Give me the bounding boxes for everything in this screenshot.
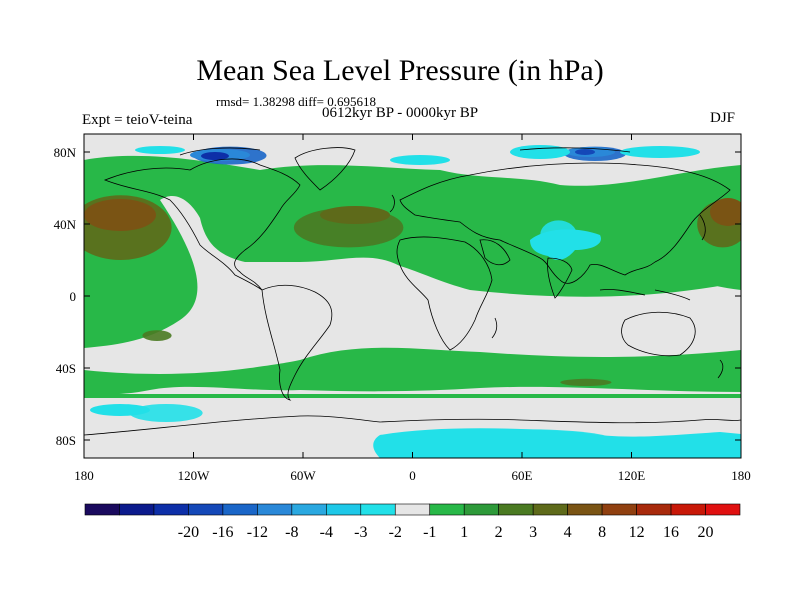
lat-tick-label: 0 [70,289,77,304]
barents-low [390,155,450,165]
arabia-outline [479,239,511,266]
colorbar-swatch [153,503,189,516]
africa-outline [396,236,493,351]
colorbar-swatch [567,503,603,516]
period-label: 0612kyr BP - 0000kyr BP [322,105,479,121]
colorbar-label: -1 [423,524,436,541]
lon-tick-label: 60W [290,468,316,483]
kara-low [510,145,570,159]
colorbar-label: -3 [354,524,367,541]
antarctica-outline [84,415,741,436]
colorbar-swatch [119,503,155,516]
map-plot-area [84,134,741,458]
lat-tick-label: 80S [56,433,76,448]
lat-tick-label: 40S [56,361,76,376]
season-label: DJF [710,110,736,126]
colorbar-swatch [257,503,293,516]
colorbar-swatch [222,503,258,516]
coastlines [84,147,741,436]
uk-outline [389,194,395,213]
colorbar-label: -16 [212,524,233,541]
colorbar-label: -2 [389,524,402,541]
madagascar-outline [491,317,498,339]
lon-tick-label: 180 [74,468,94,483]
north-america-outline [103,158,301,291]
north-pacific-high-core [84,199,156,231]
southern-green-strip [84,394,741,398]
colorbar-label: -8 [285,524,298,541]
map-axes: 180 120W 60W 0 60E 120E 180 80N 40N 0 40S 80S [54,134,751,483]
north-pacific-high-west-core [710,198,741,226]
colorbar-label: 4 [564,524,572,541]
lon-tick-label: 120W [178,468,211,483]
experiment-label: Expt = teioV-teina [82,112,193,128]
colorbar-swatch [326,503,362,516]
australia-outline [621,311,696,357]
colorbar-swatch [636,503,672,516]
colorbar-swatch [705,503,741,516]
tibet-low-region [530,229,601,260]
lat-tick-label: 40N [54,217,77,232]
siberia-low-core [575,149,595,155]
colorbar-label: 12 [629,524,645,541]
region-south-pacific-patch [142,330,172,341]
page-title: Mean Sea Level Pressure (in hPa) [196,54,604,87]
south-america-outline [261,284,333,401]
new-guinea-outline [654,289,691,301]
new-zealand-outline [717,359,724,379]
colorbar-swatch [601,503,637,516]
lon-tick-label: 60E [512,468,533,483]
stats-label: rmsd= 1.38298 diff= 0.695618 [216,94,376,109]
greenland-outline [294,147,356,191]
lon-tick-label: 180 [731,468,751,483]
lon-tick-label: 120E [618,468,646,483]
lat-tick-label: 80N [54,145,77,160]
canada-low-core [201,152,229,160]
colorbar-swatch [394,503,431,516]
colorbar-label: -4 [320,524,333,541]
colorbar-label: 1 [460,524,468,541]
colorbar-swatch [670,503,706,516]
colorbar-label: -20 [178,524,199,541]
lon-tick-label: 0 [409,468,416,483]
colorbar-swatch [84,503,120,516]
colorbar-swatch [291,503,327,516]
colorbar: -20 -16 -12 -8 -4 -3 -2 -1 1 2 3 4 8 12 16 20 [84,503,741,541]
region-southern-ocean-patch [560,378,612,386]
colorbar-swatch [188,503,224,516]
colorbar-swatch [498,503,534,516]
north-atlantic-high-core [320,206,390,224]
alaska-low [135,146,185,154]
south-pacific-low-2 [90,404,150,416]
arctic-siberia-outline [519,147,631,153]
colorbar-label: 16 [663,524,679,541]
colorbar-swatch [429,503,465,516]
colorbar-label: -12 [247,524,268,541]
colorbar-label: 2 [495,524,503,541]
india-outline [547,257,573,299]
east-siberia-low [620,146,700,158]
colorbar-swatch [532,503,568,516]
japan-outline [699,214,706,241]
colorbar-swatch [360,503,396,516]
colorbar-label: 20 [698,524,714,541]
indonesia-outline [599,289,646,296]
colorbar-label: 8 [598,524,606,541]
eurasia-outline [399,162,731,284]
colorbar-swatch [463,503,499,516]
arctic-canada-outline [179,147,261,156]
colorbar-label: 3 [529,524,537,541]
antarctic-low-region [373,428,741,458]
